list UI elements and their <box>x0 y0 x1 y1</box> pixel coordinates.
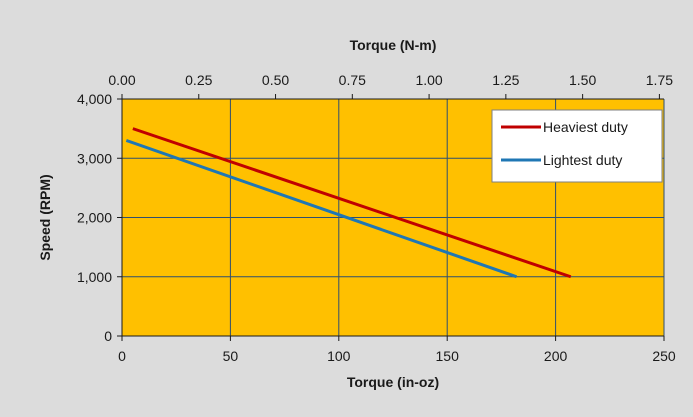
legend: Heaviest duty Lightest duty <box>491 109 663 183</box>
x2-tick-label: 1.75 <box>646 72 673 88</box>
series-line-heaviest-duty <box>132 127 572 279</box>
y-tick-label: 2,000 <box>77 210 112 226</box>
x-tick-label: 50 <box>223 348 239 364</box>
y-tick-label: 3,000 <box>77 150 112 166</box>
x-tick-label: 200 <box>544 348 568 364</box>
x2-tick-label: 1.25 <box>492 72 519 88</box>
x2-axis-title: Torque (N-m) <box>350 37 437 53</box>
x2-tick-label: 0.25 <box>185 72 212 88</box>
x2-tick-label: 1.00 <box>415 72 442 88</box>
y-tick-label: 1,000 <box>77 269 112 285</box>
x-tick-label: 100 <box>327 348 351 364</box>
x-axis-title: Torque (in-oz) <box>347 374 439 390</box>
x-tick-label: 0 <box>118 348 126 364</box>
axes: 0 50 100 150 200 250 0.00 0.25 0.50 0.75 1.00 1.25 1… <box>77 72 676 364</box>
x2-tick-label: 1.50 <box>569 72 596 88</box>
series-line-lightest-duty <box>125 139 518 279</box>
x2-tick-label: 0.50 <box>262 72 289 88</box>
x2-tick-label: 0.00 <box>108 72 135 88</box>
y-tick-label: 0 <box>104 328 112 344</box>
x2-tick-label: 0.75 <box>339 72 366 88</box>
legend-label: Heaviest duty <box>543 119 628 135</box>
series-lines <box>125 127 572 279</box>
y-axis-title: Speed (RPM) <box>37 174 53 260</box>
x-tick-label: 150 <box>436 348 460 364</box>
x-tick-label: 250 <box>652 348 676 364</box>
legend-box <box>491 109 663 183</box>
legend-label: Lightest duty <box>543 152 622 168</box>
y-tick-label: 4,000 <box>77 91 112 107</box>
